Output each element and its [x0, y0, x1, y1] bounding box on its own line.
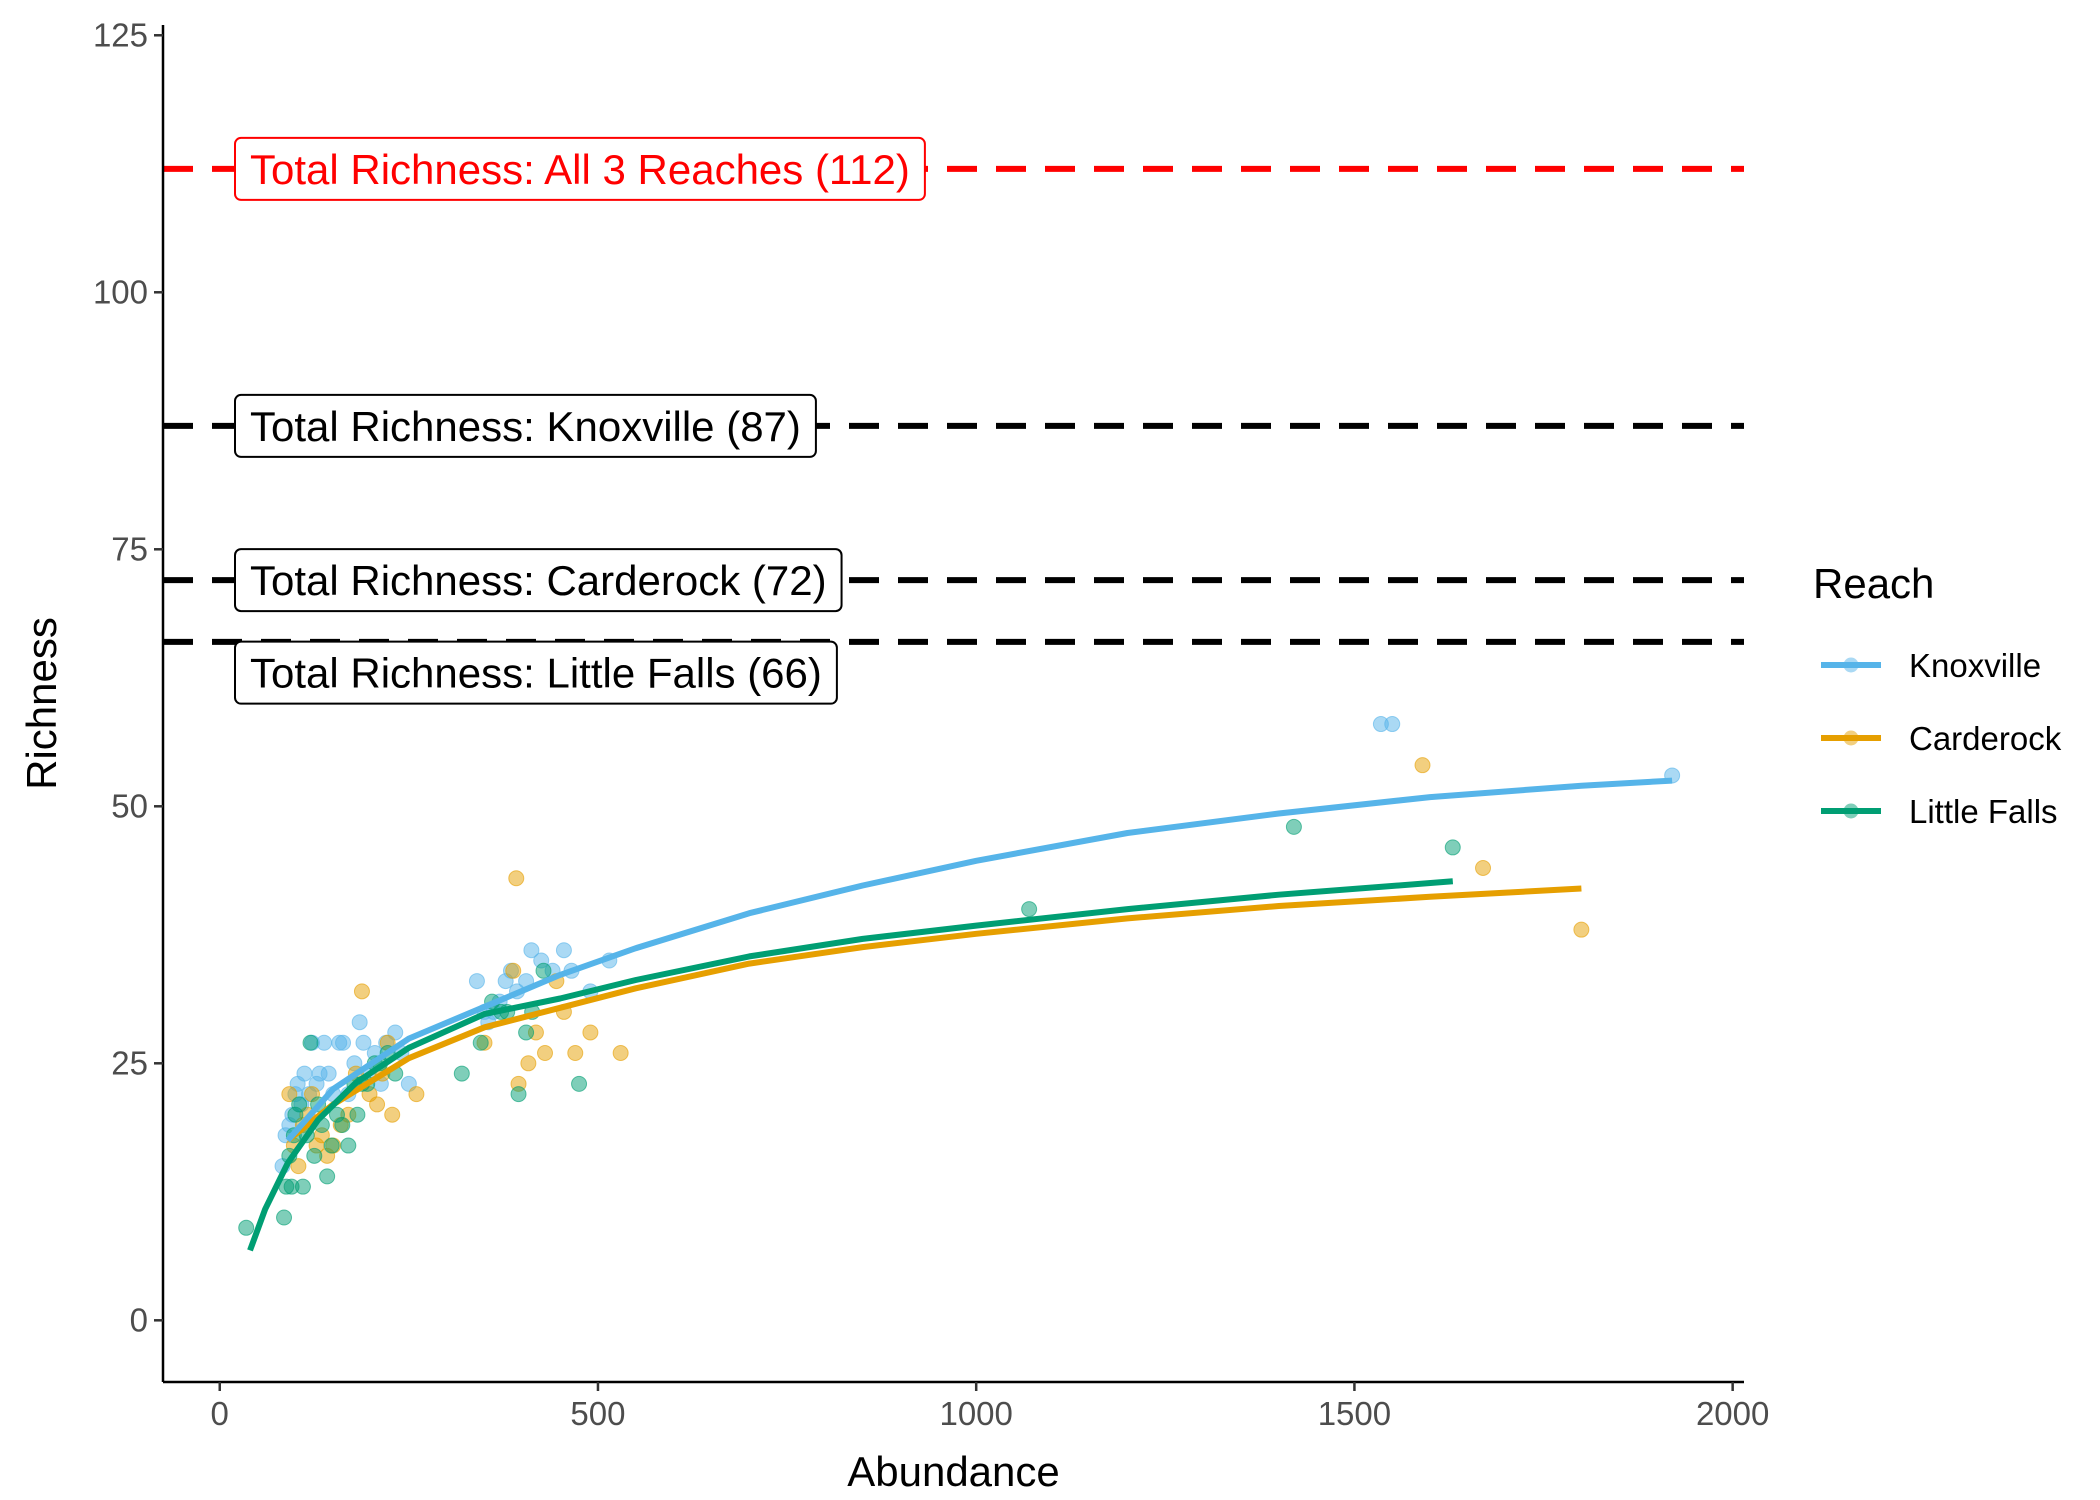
data-points — [238, 716, 1681, 1236]
data-point — [290, 1158, 307, 1175]
reference-label-box — [234, 548, 843, 613]
data-point — [302, 1034, 319, 1051]
reference-label-box — [234, 136, 926, 201]
data-point — [1573, 921, 1590, 938]
data-point — [453, 1065, 470, 1082]
data-point — [319, 1168, 336, 1185]
data-point — [369, 1096, 386, 1113]
data-point — [340, 1137, 357, 1154]
y-tick-label: 50 — [111, 787, 148, 824]
reference-label-text: Total Richness: Little Falls (66) — [250, 650, 822, 697]
legend: Reach Knoxville Carderock Little Falls — [1813, 560, 2062, 830]
data-point — [468, 973, 485, 990]
legend-entry: Little Falls — [1821, 793, 2058, 830]
legend-label: Carderock — [1909, 720, 2062, 757]
data-point — [349, 1106, 366, 1123]
data-point — [276, 1209, 293, 1226]
data-point — [537, 1045, 554, 1062]
data-point — [238, 1219, 255, 1236]
data-point — [612, 1045, 629, 1062]
data-point — [518, 1024, 535, 1041]
data-point — [1285, 818, 1302, 835]
data-point — [1475, 859, 1492, 876]
x-tick-label: 500 — [570, 1395, 625, 1432]
data-point — [355, 1034, 372, 1051]
x-tick-label: 1000 — [939, 1395, 1012, 1432]
plot-area: Total Richness: All 3 Reaches (112) Total… — [163, 136, 1744, 1252]
data-point — [505, 962, 522, 979]
data-point — [520, 1055, 537, 1072]
reference-labels: Total Richness: All 3 Reaches (112) Total… — [234, 136, 926, 705]
y-tick-label: 75 — [111, 530, 148, 567]
y-tick-label: 25 — [111, 1044, 148, 1081]
reference-label-box — [234, 393, 817, 458]
data-point — [510, 1086, 527, 1103]
legend-key-point — [1843, 803, 1859, 819]
data-point — [571, 1075, 588, 1092]
data-point — [535, 962, 552, 979]
data-point — [582, 1024, 599, 1041]
y-axis-ticks: 0 25 50 75 100 125 — [93, 16, 163, 1338]
reference-label-text: Total Richness: Carderock (72) — [250, 557, 827, 604]
data-point — [351, 1014, 368, 1031]
axes: 0 500 1000 1500 2000 0 25 50 75 100 125 Abundance… — [18, 16, 1769, 1495]
data-point — [472, 1034, 489, 1051]
legend-label: Knoxville — [1909, 647, 2041, 684]
x-axis-title: Abundance — [847, 1448, 1060, 1495]
fit-line — [247, 878, 1454, 1252]
data-point — [1021, 901, 1038, 918]
data-point — [384, 1106, 401, 1123]
fit-lines — [247, 777, 1673, 1252]
data-point — [316, 1034, 333, 1051]
data-point — [1414, 757, 1431, 774]
legend-label: Little Falls — [1909, 793, 2058, 830]
data-point — [567, 1045, 584, 1062]
reference-label-text: Total Richness: Knoxville (87) — [250, 403, 801, 450]
data-point — [291, 1096, 308, 1113]
y-tick-label: 0 — [130, 1301, 148, 1338]
legend-entry: Carderock — [1821, 720, 2062, 757]
reference-label: Total Richness: Knoxville (87) — [234, 393, 817, 458]
reference-label: Total Richness: Carderock (72) — [234, 548, 843, 613]
data-point — [555, 942, 572, 959]
data-point — [281, 1086, 298, 1103]
y-axis-title: Richness — [18, 617, 65, 790]
data-point — [353, 983, 370, 1000]
legend-key-point — [1843, 657, 1859, 673]
data-point — [306, 1147, 323, 1164]
data-point — [323, 1137, 340, 1154]
y-tick-label: 100 — [93, 273, 148, 310]
data-point — [523, 942, 540, 959]
x-tick-label: 0 — [211, 1395, 229, 1432]
data-point — [335, 1034, 352, 1051]
data-point — [320, 1065, 337, 1082]
y-tick-label: 125 — [93, 16, 148, 53]
x-tick-label: 1500 — [1318, 1395, 1391, 1432]
data-point — [408, 1086, 425, 1103]
fit-line — [285, 777, 1673, 1143]
data-point — [334, 1116, 351, 1133]
data-point — [1444, 839, 1461, 856]
reference-label-box — [234, 640, 838, 705]
legend-entry: Knoxville — [1821, 647, 2041, 684]
fit-line — [285, 885, 1582, 1143]
reference-label: Total Richness: All 3 Reaches (112) — [234, 136, 926, 201]
reference-label: Total Richness: Little Falls (66) — [234, 640, 838, 705]
reference-label-text: Total Richness: All 3 Reaches (112) — [250, 146, 910, 193]
x-axis-ticks: 0 500 1000 1500 2000 — [211, 1382, 1769, 1432]
legend-title: Reach — [1813, 560, 1934, 607]
legend-key-point — [1843, 730, 1859, 746]
data-point — [508, 870, 525, 887]
x-tick-label: 2000 — [1696, 1395, 1769, 1432]
data-point — [296, 1065, 313, 1082]
data-point — [1384, 716, 1401, 733]
data-point — [294, 1178, 311, 1195]
